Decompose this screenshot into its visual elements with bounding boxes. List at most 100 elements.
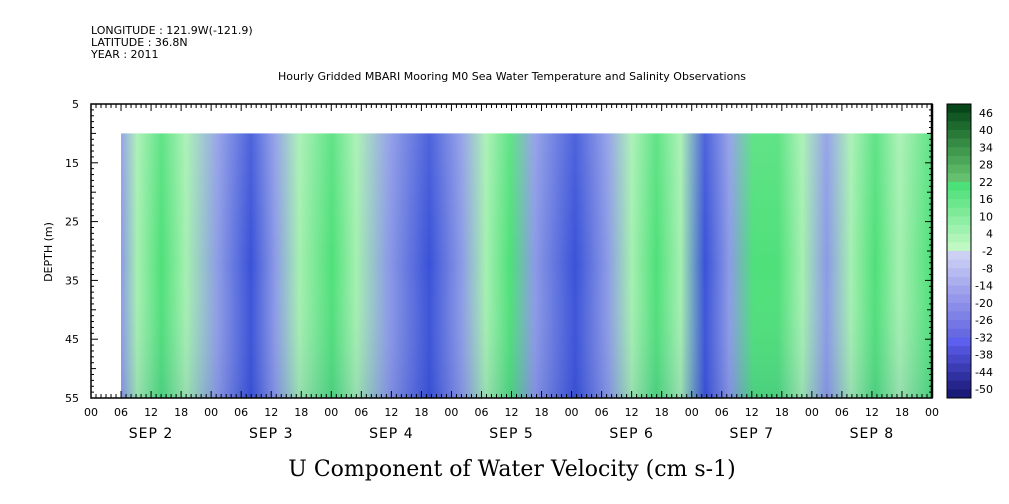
colorbar-label: 46	[979, 107, 993, 120]
x-hour-label: 06	[354, 406, 368, 419]
colorbar-swatch	[947, 181, 971, 191]
colorbar-swatch	[947, 190, 971, 200]
colorbar-swatch	[947, 389, 971, 399]
colorbar-swatch	[947, 320, 971, 330]
colorbar-label: 16	[979, 193, 993, 206]
x-hour-label: 12	[264, 406, 278, 419]
y-tick-label: 35	[65, 274, 79, 287]
colorbar-swatch	[947, 268, 971, 278]
x-hour-label: 00	[444, 406, 458, 419]
x-hour-label: 00	[565, 406, 579, 419]
x-hour-label: 00	[324, 406, 338, 419]
colorbar-label: -26	[975, 314, 993, 327]
year-label: YEAR : 2011	[90, 48, 159, 61]
latitude-label: LATITUDE : 36.8N	[91, 36, 188, 49]
x-hour-label: 06	[595, 406, 609, 419]
colorbar-swatch	[947, 354, 971, 364]
colorbar-label: 34	[979, 141, 993, 154]
colorbar-swatch	[947, 173, 971, 183]
y-tick-label: 5	[72, 98, 79, 111]
x-hour-label: 12	[505, 406, 519, 419]
x-day-label: SEP 8	[850, 426, 895, 442]
velocity-depth-shade	[121, 133, 933, 398]
x-day-label: SEP 5	[489, 426, 534, 442]
x-hour-label: 00	[805, 406, 819, 419]
colorbar-swatch	[947, 112, 971, 122]
colorbar-label: -50	[975, 383, 993, 396]
colorbar-swatch	[947, 199, 971, 209]
x-hour-label: 18	[535, 406, 549, 419]
colorbar-swatch	[947, 164, 971, 174]
x-hour-label: 12	[144, 406, 158, 419]
colorbar-swatch	[947, 346, 971, 356]
colorbar-label: -32	[975, 331, 993, 344]
colorbar-frame	[946, 103, 972, 399]
x-day-label: SEP 3	[249, 426, 294, 442]
velocity-field	[121, 133, 933, 398]
x-hour-label: 18	[775, 406, 789, 419]
x-day-label: SEP 4	[369, 426, 414, 442]
colorbar-swatch	[947, 216, 971, 226]
colorbar-swatch	[947, 104, 971, 114]
colorbar-label: 40	[979, 124, 993, 137]
x-hour-label: 12	[625, 406, 639, 419]
colorbar-label: -20	[975, 297, 993, 310]
x-hour-label: 00	[925, 406, 939, 419]
y-tick-label: 55	[65, 392, 79, 405]
colorbar-swatch	[947, 129, 971, 140]
y-tick-label: 15	[65, 157, 79, 170]
y-tick-label: 25	[65, 216, 79, 229]
colorbar-label: -14	[975, 280, 993, 293]
colorbar-swatch	[947, 225, 971, 235]
x-hour-label: 18	[294, 406, 308, 419]
colorbar-label: -44	[975, 366, 993, 379]
x-hour-label: 06	[835, 406, 849, 419]
colorbar-label: 10	[979, 210, 993, 223]
colorbar-swatch	[947, 233, 971, 243]
x-hour-label: 12	[384, 406, 398, 419]
x-hour-label: 18	[174, 406, 188, 419]
colorbar-swatch	[947, 276, 971, 287]
colorbar-swatch	[947, 147, 971, 157]
variable-label: U Component of Water Velocity (cm s-1)	[288, 457, 735, 482]
x-hour-label: 06	[234, 406, 248, 419]
colorbar-label: 4	[986, 228, 993, 241]
colorbar-swatch	[947, 311, 971, 321]
colorbar-label: 28	[979, 159, 993, 172]
x-hour-label: 18	[414, 406, 428, 419]
colorbar-swatch	[947, 294, 971, 304]
colorbar-swatch	[947, 363, 971, 373]
colorbar-swatch	[947, 155, 971, 166]
x-hour-label: 12	[865, 406, 879, 419]
x-hour-label: 06	[114, 406, 128, 419]
colorbar-label: 22	[979, 176, 993, 189]
y-axis: 5 15 25 35 45 55	[65, 98, 932, 405]
colorbar-label: -38	[975, 349, 993, 362]
x-hour-label: 00	[84, 406, 98, 419]
colorbar-swatch	[947, 259, 971, 269]
x-day-label: SEP 2	[129, 426, 174, 442]
chart-title: Hourly Gridded MBARI Mooring M0 Sea Wate…	[278, 70, 746, 83]
x-axis: 00 06 12 18 00 06 12 18 00 06 12 18 00 06 12 18 00 06 12 18…	[84, 104, 939, 442]
colorbar-swatch	[947, 242, 971, 252]
colorbar-swatch	[947, 380, 971, 390]
colorbar-label: -2	[982, 245, 993, 258]
x-hour-label: 00	[685, 406, 699, 419]
y-axis-label: DEPTH (m)	[42, 222, 55, 282]
colorbar: 46 40 34 28 22 16 10 4 -2 -8 -14 -20 -26 -32 -38 -44 -50	[946, 103, 993, 399]
colorbar-label: -8	[982, 262, 993, 275]
x-hour-label: 12	[745, 406, 759, 419]
colorbar-swatch	[947, 207, 971, 217]
colorbar-swatch	[947, 138, 971, 148]
colorbar-swatch	[947, 337, 971, 347]
colorbar-swatch	[947, 328, 971, 338]
longitude-label: LONGITUDE : 121.9W(-121.9)	[91, 24, 253, 37]
x-hour-label: 06	[715, 406, 729, 419]
colorbar-swatch	[947, 302, 971, 313]
colorbar-swatch	[947, 251, 971, 261]
colorbar-swatch	[947, 372, 971, 382]
x-day-label: SEP 6	[609, 426, 654, 442]
colorbar-swatch	[947, 121, 971, 131]
x-hour-label: 06	[474, 406, 488, 419]
y-tick-label: 45	[65, 333, 79, 346]
